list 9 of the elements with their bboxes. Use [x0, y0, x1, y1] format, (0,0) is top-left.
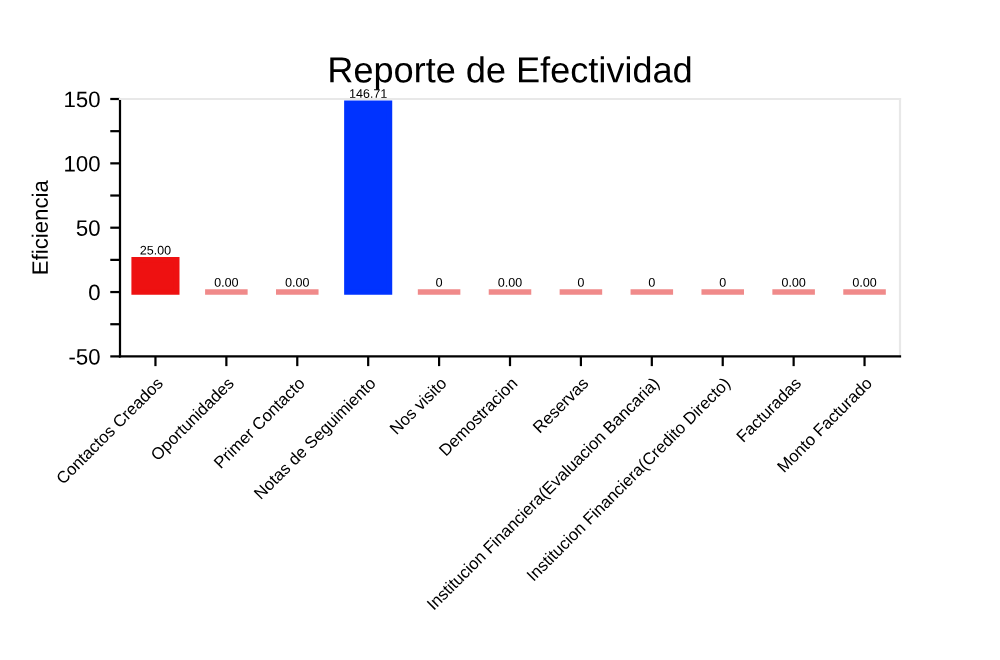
bar: [131, 257, 180, 295]
y-tick-label: 0: [89, 284, 100, 301]
y-tick-label: -50: [69, 348, 100, 365]
y-tick-label: 150: [65, 91, 100, 108]
y-tick-label: 50: [76, 220, 100, 236]
chart-title: Reporte de Efectividad: [330, 56, 691, 90]
bar: [344, 100, 393, 295]
y-axis-title: Eficiencia: [31, 180, 48, 274]
y-tick-label: 100: [65, 155, 100, 172]
